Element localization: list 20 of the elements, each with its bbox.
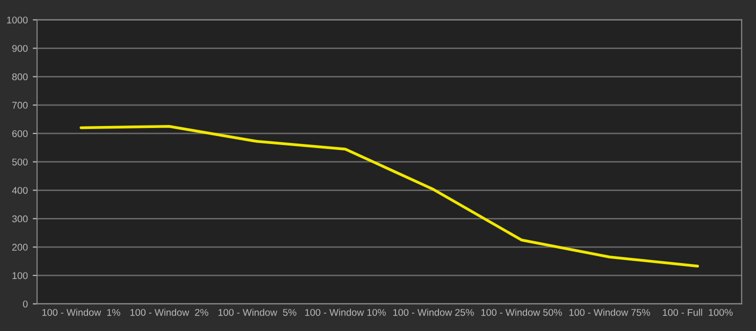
y-tick-label: 800 (12, 73, 28, 80)
y-tick-label: 500 (12, 158, 28, 166)
y-tick-label: 400 (12, 186, 28, 194)
x-tick-label: 100 - Window 25% (393, 308, 474, 316)
line-series (80, 124, 699, 268)
y-tick-label: 100 (12, 272, 28, 280)
y-tick-label: 200 (12, 244, 28, 251)
x-tick-label: 100 - Window 2% (130, 308, 208, 316)
y-tick-label: 1000 (7, 16, 28, 24)
x-tick-label: 100 - Window 5% (218, 308, 296, 316)
y-tick-label: 600 (12, 130, 28, 138)
x-tick-label: 100 - Window 75% (569, 308, 650, 316)
x-tick-label: 100 - Window 10% (305, 308, 386, 316)
x-tick-label: 100 - Window 1% (42, 308, 120, 316)
y-tick-label: 0 (22, 300, 28, 308)
x-tick-label: 100 - Window 50% (481, 308, 562, 316)
y-tick-label: 700 (12, 102, 28, 109)
y-tick-label: 300 (12, 215, 28, 222)
y-tick-label: 900 (12, 44, 28, 52)
x-tick-label: 100 - Full 100% (662, 308, 733, 316)
